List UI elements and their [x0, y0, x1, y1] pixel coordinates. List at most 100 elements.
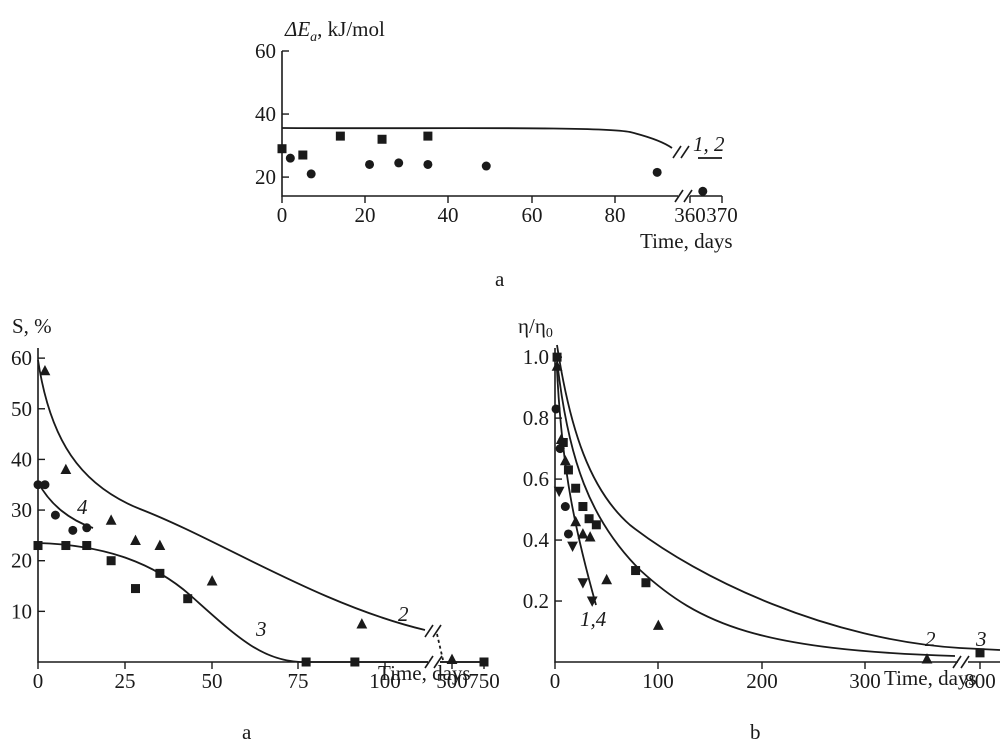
br-xtick-label: 100 [642, 669, 674, 693]
top-point-square [377, 134, 387, 144]
bl-point-triangle [446, 653, 458, 664]
br-point-triangle [559, 454, 571, 466]
top-fit-curve-1-2 [281, 127, 673, 149]
top-axis-break [672, 145, 693, 203]
br-fit-curve-1-4 [556, 369, 597, 606]
bl-xtick-label: 750 [468, 669, 500, 693]
top-point-circle [306, 169, 316, 179]
bl-point-triangle [60, 463, 72, 475]
bl-axis-break [424, 624, 443, 669]
top-xtick-label: 0 [277, 203, 288, 227]
chart-bottom-left-S: S, % 10 20 30 40 50 60 0 25 50 75 100 500 750 2 3 4… [11, 314, 500, 744]
bl-xtick-label: 500 [436, 669, 468, 693]
top-ytick-label: 40 [255, 102, 276, 126]
bl-point-circle [82, 523, 92, 533]
bl-ytick-label: 10 [11, 599, 32, 623]
bl-point-triangle [356, 618, 368, 629]
bl-xlabel: Time, days [378, 661, 471, 685]
bl-point-circle [50, 510, 60, 520]
bl-point-circle [40, 480, 50, 490]
br-point-triangle [551, 360, 563, 371]
br-point-circle [555, 444, 565, 454]
br-fit-curve-3 [556, 344, 1001, 651]
top-panel-label: a [495, 267, 505, 291]
br-curve-label-1-4: 1,4 [580, 607, 607, 631]
br-point-square [552, 352, 562, 362]
br-point-square [584, 514, 594, 524]
bl-panel-label: a [242, 720, 252, 744]
br-point-square [631, 566, 641, 576]
bl-point-triangle [130, 534, 141, 545]
bl-point-square [82, 541, 92, 551]
br-point-square [578, 502, 588, 512]
br-point-tri-down [567, 541, 578, 553]
top-point-square [277, 144, 287, 154]
bl-point-triangle [206, 575, 218, 586]
bl-fit-curve-2-tail [436, 633, 444, 661]
br-point-tri-down [586, 596, 598, 607]
bl-xtick-label: 50 [202, 669, 223, 693]
bl-xtick-label: 75 [288, 669, 309, 693]
top-xtick-label: 20 [355, 203, 376, 227]
br-xlabel: Time, days [884, 666, 977, 690]
bl-point-circle [33, 480, 43, 490]
top-point-circle [652, 167, 662, 177]
br-axis-break [952, 655, 970, 669]
top-xtick-label: 370 [706, 203, 738, 227]
top-axis-lines [281, 51, 678, 197]
top-point-circle [365, 159, 375, 169]
bl-point-triangle [154, 539, 166, 551]
br-panel-label: b [750, 720, 761, 744]
top-point-circle [285, 153, 295, 163]
top-ytick-label: 60 [255, 39, 276, 63]
bl-point-square [33, 541, 43, 551]
br-ytick-label: 0.8 [523, 406, 549, 430]
bl-ytick-label: 20 [11, 549, 32, 573]
top-point-circle [423, 159, 433, 169]
br-xtick-label: 0 [550, 669, 561, 693]
top-point-square [298, 150, 308, 160]
br-ylabel: η/η0 [518, 314, 553, 341]
bl-xtick-label: 25 [115, 669, 136, 693]
br-point-circle [551, 404, 561, 414]
bl-ylabel: S, % [12, 314, 52, 338]
br-point-triangle [652, 619, 664, 630]
br-point-triangle [601, 573, 613, 585]
br-point-triangle [584, 531, 596, 542]
top-xtick-label: 40 [438, 203, 459, 227]
br-ytick-label: 0.2 [523, 589, 549, 613]
chart-bottom-right-eta: η/η0 0.2 0.4 0.6 0.8 1.0 0 100 200 300 800 1,4 2… [518, 314, 1001, 744]
br-point-tri-down [577, 578, 589, 589]
bl-xtick-label: 100 [369, 669, 401, 693]
br-point-square [571, 483, 581, 493]
top-ylabel: ΔEa, kJ/mol [284, 17, 385, 45]
bl-ytick-label: 30 [11, 498, 32, 522]
br-point-triangle [921, 653, 933, 664]
br-xtick-label: 200 [746, 669, 778, 693]
br-axis-lines [554, 348, 958, 663]
br-point-triangle [555, 433, 567, 444]
bl-point-square [61, 541, 71, 551]
br-point-triangle [577, 528, 589, 539]
bl-point-triangle [39, 364, 51, 376]
top-point-circle [698, 186, 708, 196]
bl-ytick-label: 40 [11, 447, 32, 471]
br-xtick-label: 800 [964, 669, 996, 693]
bl-point-square [183, 594, 193, 604]
bl-point-square [301, 657, 311, 667]
bl-curve-label-3: 3 [255, 617, 267, 641]
br-point-square [563, 465, 573, 475]
bl-curve-label-4: 4 [77, 495, 88, 519]
br-point-circle [563, 529, 573, 539]
br-ytick-label: 0.6 [523, 467, 549, 491]
bl-fit-curve-2 [37, 359, 426, 631]
bl-fit-curve-3 [37, 542, 428, 663]
br-point-square [975, 648, 985, 658]
bl-point-square [479, 657, 489, 667]
bl-point-square [350, 657, 360, 667]
bl-point-circle [68, 525, 78, 535]
br-point-circle [560, 502, 570, 512]
br-ytick-label: 1.0 [523, 345, 549, 369]
